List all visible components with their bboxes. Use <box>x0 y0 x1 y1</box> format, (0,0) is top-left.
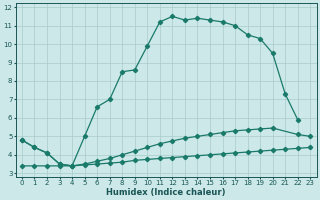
X-axis label: Humidex (Indice chaleur): Humidex (Indice chaleur) <box>106 188 226 197</box>
